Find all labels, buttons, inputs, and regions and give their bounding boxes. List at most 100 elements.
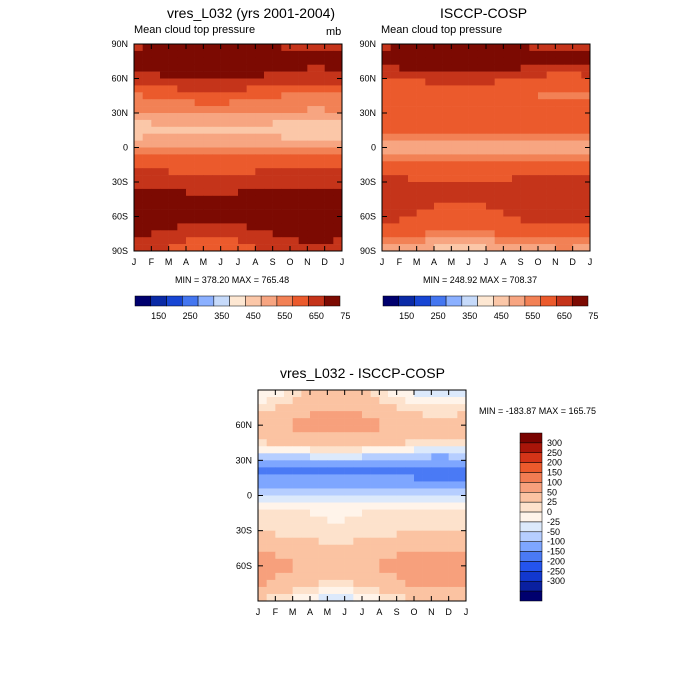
data-cell	[333, 195, 343, 203]
data-cell	[344, 446, 354, 454]
data-cell	[425, 223, 435, 231]
data-cell	[425, 147, 435, 155]
data-cell	[266, 481, 276, 489]
data-cell	[160, 44, 169, 52]
data-cell	[477, 216, 487, 224]
data-cell	[460, 237, 469, 245]
data-cell	[290, 71, 299, 79]
data-cell	[370, 460, 380, 468]
data-cell	[538, 223, 547, 231]
data-cell	[520, 209, 530, 217]
data-cell	[370, 544, 380, 553]
data-cell	[451, 154, 461, 162]
data-cell	[425, 140, 435, 148]
data-cell	[416, 119, 426, 128]
data-cell	[546, 133, 556, 141]
data-cell	[431, 530, 441, 538]
data-cell	[460, 154, 469, 162]
data-cell	[431, 460, 441, 468]
panel1-stats: MIN = 378.20 MAX = 765.48	[175, 275, 290, 285]
data-cell	[272, 50, 282, 59]
data-cell	[238, 57, 247, 65]
data-cell	[442, 161, 452, 169]
data-cell	[142, 126, 152, 134]
data-cell	[266, 446, 276, 454]
data-cell	[448, 530, 458, 538]
data-cell	[281, 119, 291, 128]
data-cell	[275, 572, 285, 581]
colorbar-swatch	[519, 492, 543, 503]
data-cell	[425, 85, 435, 93]
data-cell	[238, 209, 247, 217]
data-cell	[572, 106, 582, 114]
data-cell	[486, 92, 495, 100]
data-cell	[298, 147, 308, 155]
data-cell	[448, 418, 458, 426]
data-cell	[362, 593, 371, 602]
data-cell	[177, 154, 187, 162]
data-cell	[460, 92, 469, 100]
data-cell	[414, 544, 423, 553]
data-cell	[486, 202, 495, 210]
data-cell	[486, 99, 495, 107]
data-cell	[301, 390, 311, 398]
data-cell	[422, 418, 432, 426]
data-cell	[194, 64, 204, 72]
y-tick-label: 30S	[236, 526, 252, 536]
data-cell	[422, 565, 432, 574]
data-cell	[486, 175, 495, 183]
data-cell	[448, 467, 458, 475]
data-cell	[382, 133, 391, 141]
data-cell	[301, 558, 311, 567]
data-cell	[290, 106, 299, 114]
data-cell	[370, 509, 380, 517]
data-cell	[142, 71, 152, 79]
data-cell	[405, 572, 415, 581]
data-cell	[203, 85, 213, 93]
data-cell	[370, 439, 380, 447]
data-cell	[414, 488, 423, 496]
data-cell	[382, 71, 391, 79]
data-cell	[529, 85, 539, 93]
data-cell	[275, 544, 285, 553]
data-cell	[564, 154, 573, 162]
data-cell	[336, 544, 345, 553]
data-cell	[494, 244, 504, 252]
data-cell	[451, 223, 461, 231]
data-cell	[258, 565, 267, 574]
data-cell	[194, 78, 204, 86]
x-tick-label: J	[132, 257, 137, 267]
data-cell	[390, 50, 400, 59]
data-cell	[258, 502, 267, 510]
data-cell	[581, 106, 591, 114]
data-cell	[186, 230, 195, 238]
data-cell	[160, 85, 169, 93]
data-cell	[134, 175, 143, 183]
data-cell	[264, 140, 273, 148]
data-cell	[451, 168, 461, 176]
data-cell	[318, 495, 328, 503]
data-cell	[529, 223, 539, 231]
data-cell	[310, 467, 319, 475]
data-cell	[324, 92, 334, 100]
data-cell	[298, 85, 308, 93]
data-cell	[134, 78, 143, 86]
data-cell	[344, 593, 354, 602]
data-cell	[327, 523, 337, 531]
data-cell	[194, 133, 204, 141]
data-cell	[494, 202, 504, 210]
data-cell	[275, 432, 285, 440]
data-cell	[324, 244, 334, 252]
data-cell	[281, 209, 291, 217]
data-cell	[451, 99, 461, 107]
data-cell	[388, 460, 397, 468]
data-cell	[301, 523, 311, 531]
data-cell	[451, 195, 461, 203]
data-cell	[422, 516, 432, 524]
data-cell	[390, 44, 400, 52]
data-cell	[399, 113, 409, 121]
data-cell	[333, 64, 343, 72]
data-cell	[431, 432, 441, 440]
data-cell	[275, 495, 285, 503]
